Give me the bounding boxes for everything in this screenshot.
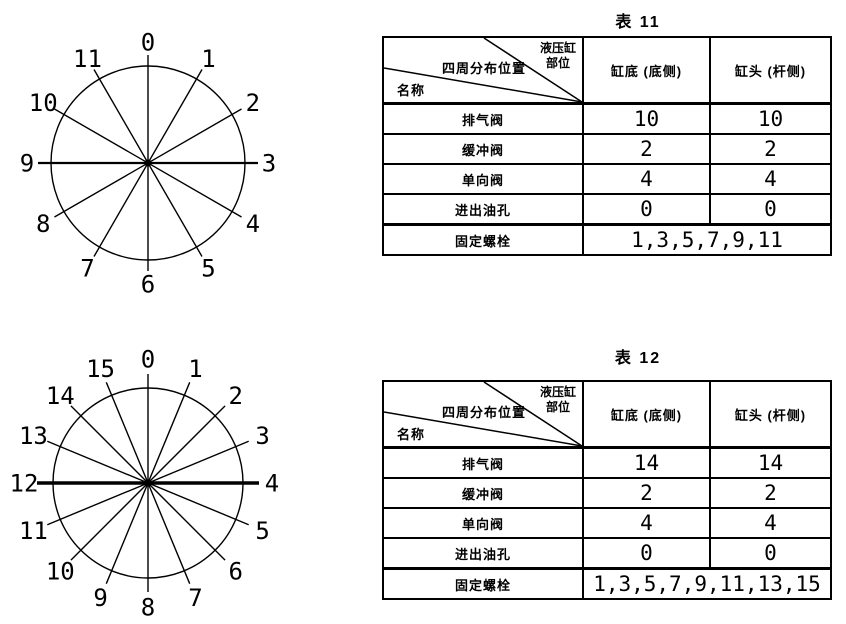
row-label: 单向阀 [461,172,504,188]
corner-label-distribution: 四周分布位置 [442,405,527,420]
row-value: 0 [709,195,830,223]
position-label: 9 [20,150,34,178]
row-label: 缓冲阀 [461,486,504,502]
row-value: 4 [709,165,830,193]
position-label: 7 [80,254,94,282]
column-header-bottom-side: 缸底 (底侧) [582,382,709,446]
table-row: 进出油孔 0 0 [384,193,830,223]
row-value: 0 [582,195,709,223]
column-header-rod-side: 缸头 (杆侧) [709,382,830,446]
corner-label-cylinder-part: 液压缸 部位 [539,385,576,414]
position-label: 14 [46,382,75,410]
row-label: 进出油孔 [454,546,511,562]
position-label: 5 [255,517,269,545]
table-row: 固定螺栓 1,3,5,7,9,11 [384,223,830,254]
corner-label-name: 名称 [397,427,426,442]
row-label: 进出油孔 [454,202,511,218]
corner-diagonal-lines [384,382,582,446]
row-value: 4 [582,509,709,537]
corner-cell: 液压缸 部位 四周分布位置 名称 [384,38,582,102]
position-label: 2 [246,89,260,117]
position-label: 6 [228,557,242,585]
corner-label-name: 名称 [397,83,426,98]
position-label: 11 [73,45,102,73]
position-label: 4 [265,470,279,498]
position-label: 7 [188,584,202,612]
position-label: 11 [19,517,48,545]
position-label: 1 [201,45,215,73]
position-label: 1 [188,355,202,383]
position-label: 10 [29,89,58,117]
row-value: 10 [709,105,830,133]
row-value: 0 [582,539,709,567]
distribution-circle [50,65,246,261]
position-label: 0 [141,346,155,374]
position-label: 8 [36,210,50,238]
table-11: 液压缸 部位 四周分布位置 名称 缸底 (底侧) 缸头 (杆侧) 排气阀 10 … [382,36,832,256]
table-11-title: 表 11 [615,14,661,31]
row-value: 14 [709,449,830,477]
table-12: 液压缸 部位 四周分布位置 名称 缸底 (底侧) 缸头 (杆侧) 排气阀 14 … [382,380,832,600]
distribution-circle [52,387,244,579]
row-value-merged: 1,3,5,7,9,11 [582,226,830,254]
row-label: 排气阀 [461,112,504,128]
position-label: 0 [141,29,155,57]
table-12-title: 表 12 [614,350,662,367]
bolt-circle-12: 0 1 2 3 4 5 6 7 8 9 10 11 [20,29,276,299]
position-label: 3 [262,150,276,178]
table-11-header: 液压缸 部位 四周分布位置 名称 缸底 (底侧) 缸头 (杆侧) [384,38,830,105]
row-value: 10 [582,105,709,133]
table-row: 排气阀 10 10 [384,105,830,133]
position-label: 9 [93,584,107,612]
row-label: 缓冲阀 [461,142,504,158]
row-value: 2 [709,135,830,163]
corner-diagonal-lines [384,38,582,102]
table-row: 进出油孔 0 0 [384,537,830,567]
position-label: 13 [19,422,48,450]
row-value: 2 [582,135,709,163]
center-dot [144,479,152,487]
row-label: 固定螺栓 [454,577,511,593]
column-header-bottom-side: 缸底 (底侧) [582,38,709,102]
table-row: 缓冲阀 2 2 [384,477,830,507]
position-label: 10 [46,557,75,585]
position-label: 5 [201,254,215,282]
table-12-header: 液压缸 部位 四周分布位置 名称 缸底 (底侧) 缸头 (杆侧) [384,382,830,449]
position-label: 12 [10,470,39,498]
corner-label-distribution: 四周分布位置 [442,61,527,76]
row-label: 排气阀 [461,456,504,472]
position-label: 2 [228,382,242,410]
position-label: 6 [141,271,155,299]
row-value: 2 [582,479,709,507]
table-row: 单向阀 4 4 [384,163,830,193]
table-row: 固定螺栓 1,3,5,7,9,11,13,15 [384,567,830,598]
position-label: 8 [141,594,155,622]
corner-label-cylinder-part: 液压缸 部位 [539,41,576,70]
row-value: 4 [709,509,830,537]
position-label: 3 [255,422,269,450]
center-dot [144,159,152,167]
row-label: 固定螺栓 [454,233,511,249]
position-label: 4 [246,210,260,238]
column-header-rod-side: 缸头 (杆侧) [709,38,830,102]
corner-cell: 液压缸 部位 四周分布位置 名称 [384,382,582,446]
table-row: 缓冲阀 2 2 [384,133,830,163]
row-value: 4 [582,165,709,193]
position-label: 15 [86,355,115,383]
table-row: 排气阀 14 14 [384,449,830,477]
row-value: 0 [709,539,830,567]
table-row: 单向阀 4 4 [384,507,830,537]
row-value: 14 [582,449,709,477]
row-label: 单向阀 [461,516,504,532]
row-value: 2 [709,479,830,507]
row-value-merged: 1,3,5,7,9,11,13,15 [582,570,830,598]
